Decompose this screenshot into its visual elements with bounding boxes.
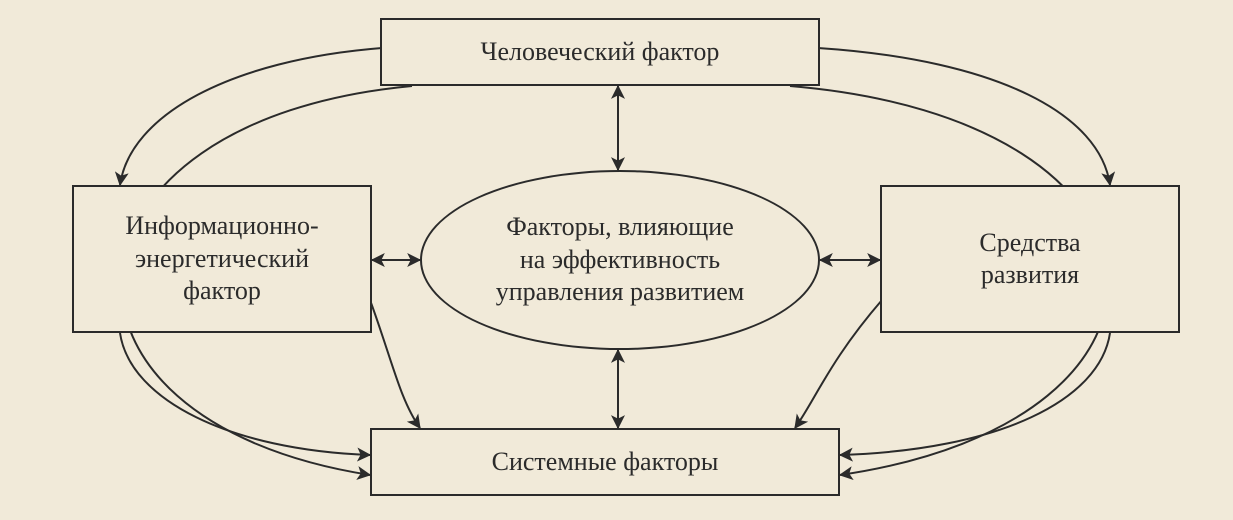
edge-left-bottom bbox=[370, 300, 420, 428]
edge-right-bottom bbox=[795, 300, 882, 428]
bottom-box: Системные факторы bbox=[370, 428, 840, 496]
edge-top-left bbox=[120, 48, 382, 185]
diagram-canvas: Факторы, влияющиена эффективностьуправле… bbox=[0, 0, 1233, 520]
edge-right-bottom bbox=[840, 333, 1110, 455]
left-label: Информационно-энергетическийфактор bbox=[125, 210, 318, 308]
bottom-label: Системные факторы bbox=[492, 446, 719, 479]
top-box: Человеческий фактор bbox=[380, 18, 820, 86]
top-label: Человеческий фактор bbox=[481, 36, 720, 69]
right-box: Средстваразвития bbox=[880, 185, 1180, 333]
center-label: Факторы, влияющиена эффективностьуправле… bbox=[496, 211, 744, 309]
edge-top-right bbox=[818, 48, 1110, 185]
edge-left-bottom bbox=[120, 333, 370, 455]
left-box: Информационно-энергетическийфактор bbox=[72, 185, 372, 333]
right-label: Средстваразвития bbox=[979, 227, 1080, 292]
center-ellipse: Факторы, влияющиена эффективностьуправле… bbox=[420, 170, 820, 350]
